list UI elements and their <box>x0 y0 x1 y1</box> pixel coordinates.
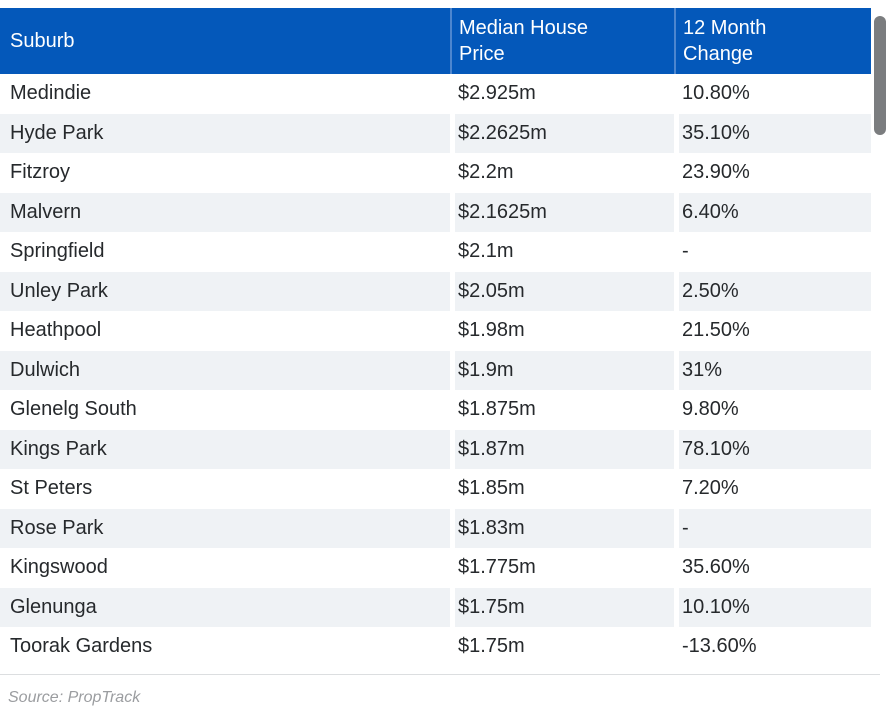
table-row: Rose Park $1.83m - <box>0 508 871 548</box>
table-row: Unley Park $2.05m 2.50% <box>0 271 871 311</box>
cell-median-house-price: $2.1m <box>458 240 514 263</box>
table-row: Kingswood $1.775m 35.60% <box>0 548 871 588</box>
cell-median-house-price: $1.775m <box>458 556 536 579</box>
cell-median-house-price: $2.2625m <box>450 113 674 153</box>
cell-suburb: Fitzroy <box>10 161 70 184</box>
column-header-label: 12 Month Change <box>683 17 767 65</box>
cell-median-house-price: $2.05m <box>450 271 674 311</box>
table-row: Springfield $2.1m - <box>0 232 871 272</box>
cell-suburb: Unley Park <box>0 271 450 311</box>
cell-suburb: Springfield <box>10 240 105 263</box>
cell-median-house-price: $2.2m <box>458 161 514 184</box>
table-row: Toorak Gardens $1.75m -13.60% <box>0 627 871 667</box>
cell-suburb: Dulwich <box>0 350 450 390</box>
cell-median-house-price: $1.9m <box>450 350 674 390</box>
column-header-12-month-change: 12 Month Change <box>674 8 871 74</box>
cell-median-house-price: $1.87m <box>450 429 674 469</box>
cell-suburb: Glenelg South <box>10 398 137 421</box>
table-row: Dulwich $1.9m 31% <box>0 350 871 390</box>
cell-12-month-change: - <box>682 240 689 263</box>
cell-suburb: Toorak Gardens <box>10 635 153 658</box>
table-row: Malvern $2.1625m 6.40% <box>0 192 871 232</box>
cell-suburb: Kingswood <box>10 556 108 579</box>
column-header-label: Suburb <box>10 30 75 52</box>
cell-12-month-change: 35.60% <box>682 556 750 579</box>
cell-12-month-change: 10.10% <box>674 587 871 627</box>
cell-12-month-change: -13.60% <box>682 635 757 658</box>
cell-suburb: Rose Park <box>0 508 450 548</box>
cell-median-house-price: $1.875m <box>458 398 536 421</box>
scrollbar-thumb[interactable] <box>874 16 886 135</box>
table-widget: Suburb Median House Price 12 Month Chang… <box>0 8 892 706</box>
cell-12-month-change: 21.50% <box>682 319 750 342</box>
cell-median-house-price: $1.85m <box>458 477 525 500</box>
cell-median-house-price: $2.1625m <box>450 192 674 232</box>
cell-12-month-change: 23.90% <box>682 161 750 184</box>
header-row: Suburb Median House Price 12 Month Chang… <box>0 8 871 74</box>
cell-suburb: Glenunga <box>0 587 450 627</box>
cell-12-month-change: 10.80% <box>682 82 750 105</box>
table-row: St Peters $1.85m 7.20% <box>0 469 871 509</box>
cell-median-house-price: $1.83m <box>450 508 674 548</box>
cell-suburb: Heathpool <box>10 319 102 342</box>
cell-suburb: Hyde Park <box>0 113 450 153</box>
cell-12-month-change: 2.50% <box>674 271 871 311</box>
cell-suburb: Medindie <box>10 82 92 105</box>
cell-12-month-change: 7.20% <box>682 477 739 500</box>
table-row: Kings Park $1.87m 78.10% <box>0 429 871 469</box>
column-header-suburb: Suburb <box>0 8 450 74</box>
cell-median-house-price: $2.925m <box>458 82 536 105</box>
cell-median-house-price: $1.98m <box>458 319 525 342</box>
cell-12-month-change: 78.10% <box>674 429 871 469</box>
table-row: Hyde Park $2.2625m 35.10% <box>0 113 871 153</box>
suburb-price-table: Suburb Median House Price 12 Month Chang… <box>0 8 871 667</box>
table-row: Glenunga $1.75m 10.10% <box>0 587 871 627</box>
column-header-label: Median House Price <box>459 17 588 65</box>
cell-12-month-change: 6.40% <box>674 192 871 232</box>
table-body: Medindie $2.925m 10.80% Hyde Park $2.262… <box>0 74 871 667</box>
cell-suburb: St Peters <box>10 477 93 500</box>
column-header-median-house-price: Median House Price <box>450 8 674 74</box>
cell-12-month-change: 35.10% <box>674 113 871 153</box>
table-row: Medindie $2.925m 10.80% <box>0 74 871 114</box>
cell-12-month-change: 31% <box>674 350 871 390</box>
table-row: Glenelg South $1.875m 9.80% <box>0 390 871 430</box>
cell-12-month-change: - <box>674 508 871 548</box>
table-row: Heathpool $1.98m 21.50% <box>0 311 871 351</box>
table-row: Fitzroy $2.2m 23.90% <box>0 153 871 193</box>
cell-median-house-price: $1.75m <box>458 635 525 658</box>
cell-suburb: Malvern <box>0 192 450 232</box>
cell-median-house-price: $1.75m <box>450 587 674 627</box>
source-note: Source: PropTrack <box>8 689 141 706</box>
footer-divider <box>0 674 880 675</box>
cell-12-month-change: 9.80% <box>682 398 739 421</box>
cell-suburb: Kings Park <box>0 429 450 469</box>
